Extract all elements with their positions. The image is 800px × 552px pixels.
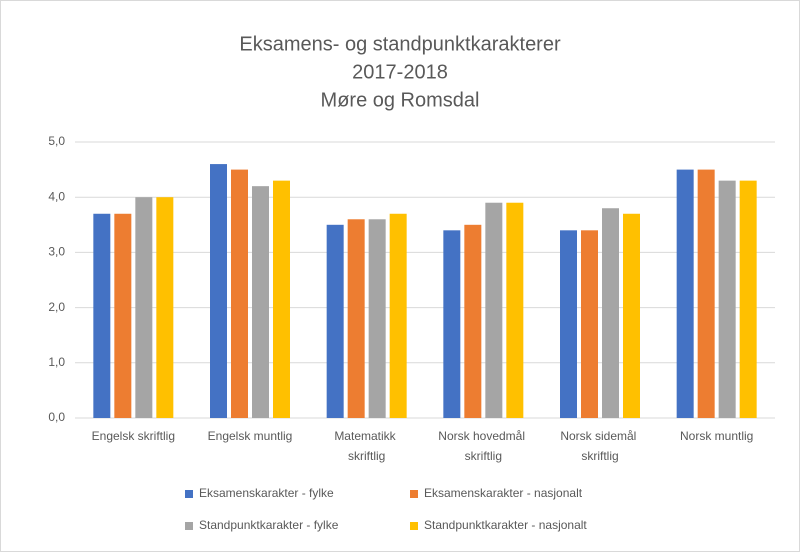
bar [389,213,407,418]
bar [368,219,386,418]
bar [156,197,174,418]
x-tick-label: Norsk sidemål skriftlig [560,429,639,463]
legend-label: Eksamenskarakter - nasjonalt [424,486,583,500]
bar [135,197,153,418]
bar [602,208,619,418]
bar [739,180,757,418]
legend-label: Standpunktkarakter - fylke [199,518,339,532]
legend-swatch [410,490,418,498]
x-tick-label: Norsk muntlig [680,429,753,443]
legend-label: Standpunktkarakter - nasjonalt [424,518,587,532]
y-tick-label: 4,0 [48,189,65,203]
bar [560,230,577,418]
chart-title: 2017-2018 [352,61,448,83]
bar [114,213,132,418]
bar [443,230,461,418]
bar [718,180,736,418]
bar [326,224,344,418]
legend-swatch [185,522,193,530]
bar [697,169,715,418]
legend-label: Eksamenskarakter - fylke [199,486,334,500]
y-tick-label: 3,0 [48,245,65,259]
bar [623,213,640,418]
x-tick-label: Matematikk skriftlig [334,429,399,463]
bar [485,202,503,418]
bar [93,213,111,418]
bar [581,230,598,418]
y-tick-label: 0,0 [48,410,65,424]
legend-swatch [185,490,193,498]
bar [464,224,482,418]
bar [210,164,227,418]
bar [252,186,269,418]
legend-swatch [410,522,418,530]
x-tick-label: Engelsk muntlig [208,429,293,443]
bar [676,169,694,418]
chart-title: Eksamens- og standpunktkarakterer [239,33,561,55]
bar [506,202,524,418]
x-tick-label: Norsk hovedmål skriftlig [438,429,528,463]
y-tick-label: 5,0 [48,134,65,148]
bar [273,180,290,418]
x-tick-label: Engelsk skriftlig [92,429,175,443]
bar [231,169,248,418]
y-tick-label: 1,0 [48,355,65,369]
chart-title: Møre og Romsdal [321,89,480,111]
bar [347,219,365,418]
y-tick-label: 2,0 [48,300,65,314]
